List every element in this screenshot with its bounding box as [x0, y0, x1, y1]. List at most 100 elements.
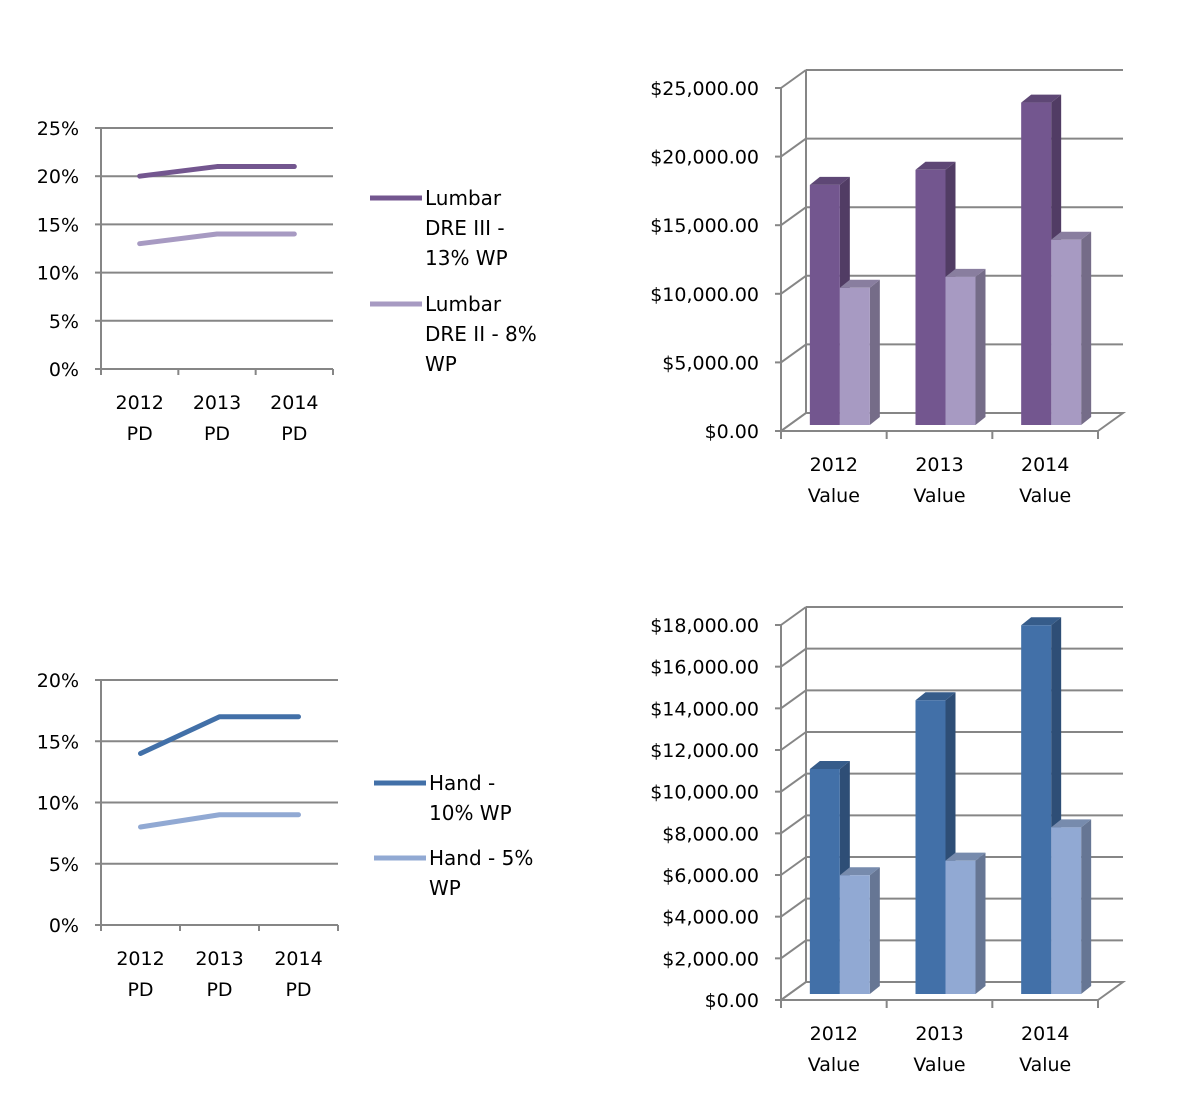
legend-label: Hand - 5% [429, 846, 533, 870]
y-tick-label: $12,000.00 [650, 740, 759, 762]
side-gridline [780, 856, 807, 876]
bar-front [1021, 102, 1052, 425]
bar-front [915, 700, 946, 994]
y-tick-label: $4,000.00 [662, 907, 759, 929]
bar [1051, 819, 1092, 994]
y-tick-label: $10,000.00 [650, 782, 759, 804]
y-tick-label: $20,000.00 [650, 147, 759, 169]
side-gridline [780, 939, 807, 960]
x-tick-label: 2012 [810, 454, 858, 476]
legend-label: 13% WP [425, 246, 508, 270]
bar-front [1051, 239, 1082, 425]
x-tick-label: 2012 [116, 948, 164, 970]
x-tick-label: 2012 [115, 392, 163, 414]
x-tick-label: 2014 [270, 392, 318, 414]
y-tick-label: $5,000.00 [662, 352, 759, 374]
bar-top [945, 268, 986, 277]
side-gridline [780, 814, 807, 835]
legend-label: DRE III - [425, 216, 505, 240]
y-tick-label: 20% [37, 670, 79, 692]
series-line-2 [137, 231, 297, 247]
side-gridline [780, 69, 807, 89]
bar-chart-4 [775, 606, 1127, 1008]
y-tick-label: $0.00 [705, 421, 759, 443]
x-tick-label: PD [206, 979, 232, 1001]
y-tick-label: $8,000.00 [662, 823, 759, 845]
x-tick-label: PD [127, 979, 153, 1001]
x-tick-label: Value [913, 485, 965, 507]
bar-front [809, 184, 840, 425]
series-line-1 [137, 164, 297, 179]
y-tick-label: $25,000.00 [650, 78, 759, 100]
y-tick-label: 15% [37, 731, 79, 753]
y-tick-label: 10% [37, 793, 79, 815]
bar-side [869, 279, 880, 425]
y-tick-label: $6,000.00 [662, 865, 759, 887]
bar-front [945, 276, 976, 425]
y-tick-label: 25% [37, 118, 79, 140]
x-tick-label: 2013 [915, 1023, 963, 1045]
side-gridline [780, 731, 807, 751]
y-tick-label: $2,000.00 [662, 948, 759, 970]
bar-side [975, 852, 986, 994]
y-tick-label: 20% [37, 166, 79, 188]
bar-front [839, 875, 870, 994]
x-tick-label: PD [285, 979, 311, 1001]
series-line-2 [138, 812, 301, 830]
x-tick-label: Value [913, 1054, 965, 1076]
bar [839, 279, 880, 425]
side-gridline [780, 206, 807, 227]
y-tick-label: 0% [49, 359, 79, 381]
legend-label: Hand - [429, 771, 495, 795]
bar-top [915, 161, 956, 170]
y-tick-label: $10,000.00 [650, 284, 759, 306]
series-line-1 [138, 714, 301, 756]
bar-top [945, 852, 986, 861]
bar [945, 852, 986, 994]
bar-side [869, 867, 880, 994]
x-tick-label: Value [808, 485, 860, 507]
bar-top [1051, 819, 1092, 828]
x-tick-label: Value [808, 1054, 860, 1076]
bar [1021, 617, 1062, 994]
y-tick-label: 0% [49, 915, 79, 937]
bar-top [839, 279, 880, 288]
bar-top [839, 867, 880, 876]
x-tick-label: 2014 [274, 948, 322, 970]
bar-front [1021, 625, 1052, 994]
x-tick-label: PD [281, 423, 307, 445]
legend-label: Lumbar [425, 186, 502, 210]
bar-top [809, 176, 850, 185]
bar [945, 268, 986, 425]
x-tick-label: 2012 [810, 1023, 858, 1045]
x-tick-label: 2014 [1021, 1023, 1069, 1045]
bar-front [945, 860, 976, 994]
side-gridline [780, 137, 807, 158]
x-tick-label: PD [127, 423, 153, 445]
bar-front [839, 287, 870, 425]
y-tick-label: $18,000.00 [650, 615, 759, 637]
bar-side [975, 268, 986, 425]
bar-front [809, 769, 840, 994]
bar-top [1051, 231, 1092, 240]
bar [1051, 231, 1092, 425]
side-gridline [780, 647, 807, 668]
x-tick-label: 2013 [195, 948, 243, 970]
legend-label: WP [429, 876, 461, 900]
y-tick-label: 15% [37, 214, 79, 236]
x-tick-label: 2013 [193, 392, 241, 414]
bar-top [809, 761, 850, 769]
bar-chart-2 [775, 69, 1127, 439]
bar-top [915, 692, 956, 701]
side-gridline [780, 274, 807, 295]
legend-label: DRE II - 8% [425, 322, 537, 346]
line-chart-3 [95, 679, 426, 931]
bar-top [1021, 617, 1062, 626]
side-gridline [780, 772, 807, 793]
bar-top [1021, 94, 1062, 103]
x-tick-label: 2014 [1021, 454, 1069, 476]
legend-label: 10% WP [429, 801, 512, 825]
side-gridline [780, 606, 807, 626]
y-tick-label: 5% [49, 311, 79, 333]
